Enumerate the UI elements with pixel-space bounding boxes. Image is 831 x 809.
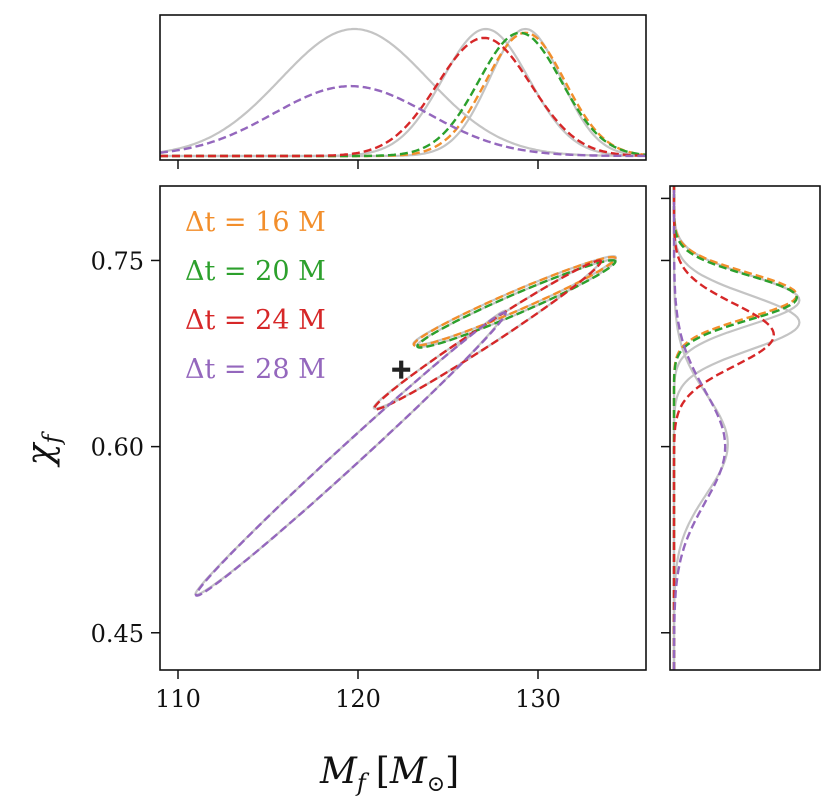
contour-dt28 <box>194 311 507 597</box>
reference-contour-dt24 <box>372 258 603 410</box>
y-axis-ticks: 0.45 0.60 0.75 <box>91 247 160 648</box>
top-marginal-dt28 <box>160 84 646 158</box>
right-marginal-dt20 <box>672 186 799 670</box>
main-contours <box>194 255 617 597</box>
legend-entry-dt16: Δt = 16 M <box>185 207 326 238</box>
y-axis-label: χf <box>20 431 66 469</box>
right-marginal-panel <box>661 185 821 671</box>
legend-entry-dt20: Δt = 20 M <box>185 256 326 287</box>
top-reference-ref-b <box>160 27 646 158</box>
right-panel-frame <box>669 185 821 671</box>
legend-entry-dt24: Δt = 24 M <box>185 305 326 336</box>
right-marginal-dt24 <box>672 186 776 670</box>
x-axis-symbol: M <box>319 751 358 792</box>
legend-entry-dt28: Δt = 28 M <box>185 354 326 385</box>
reference-contour-dt20 <box>415 258 617 348</box>
top-marginal-dt20 <box>160 31 646 158</box>
x-axis-unit: M <box>389 751 428 792</box>
x-axis-unit-open: [ <box>376 751 390 792</box>
contour-dt24 <box>372 259 603 411</box>
y-axis-symbol: χ <box>20 441 61 468</box>
main-panel: 110 120 130 0.45 0.60 0.75 Δt = 16 M Δt = 20… <box>91 185 647 713</box>
true-value-marker <box>392 360 411 379</box>
x-tick-label-120: 120 <box>335 685 381 713</box>
x-tick-label-110: 110 <box>155 685 201 713</box>
contour-dt16 <box>412 255 617 348</box>
top-marginal-dt24 <box>160 36 646 158</box>
reference-contour-dt16 <box>412 255 617 347</box>
right-reference-ref-a <box>672 186 801 670</box>
x-axis-unit-close: ] <box>445 751 459 792</box>
y-tick-label-0.60: 0.60 <box>91 434 144 462</box>
x-axis-unit-subscript: ⊙ <box>427 772 445 797</box>
top-marginal-panel <box>159 14 647 169</box>
x-tick-label-130: 130 <box>515 685 561 713</box>
x-axis-label: Mf [M⊙] <box>319 751 459 797</box>
right-marginal-dt16 <box>672 186 799 670</box>
top-reference-ref-c <box>160 27 646 157</box>
top-marginal-dt16 <box>160 31 646 158</box>
top-panel-frame <box>159 14 647 161</box>
top-marginal-curves <box>160 27 646 158</box>
main-panel-frame <box>159 185 647 671</box>
right-reference-ref-b <box>672 186 801 670</box>
right-marginal-dt28 <box>672 186 727 670</box>
right-marginal-curves <box>672 186 801 670</box>
right-panel-ticks <box>661 197 670 634</box>
y-tick-label-0.75: 0.75 <box>91 247 144 275</box>
x-axis-ticks: 110 120 130 <box>155 670 561 713</box>
legend: Δt = 16 M Δt = 20 M Δt = 24 M Δt = 28 M <box>185 207 326 385</box>
y-axis-subscript: f <box>38 431 66 446</box>
y-tick-label-0.45: 0.45 <box>91 620 144 648</box>
x-axis-subscript: f <box>355 769 370 797</box>
top-panel-ticks <box>177 160 539 169</box>
marker-cross <box>392 360 411 379</box>
